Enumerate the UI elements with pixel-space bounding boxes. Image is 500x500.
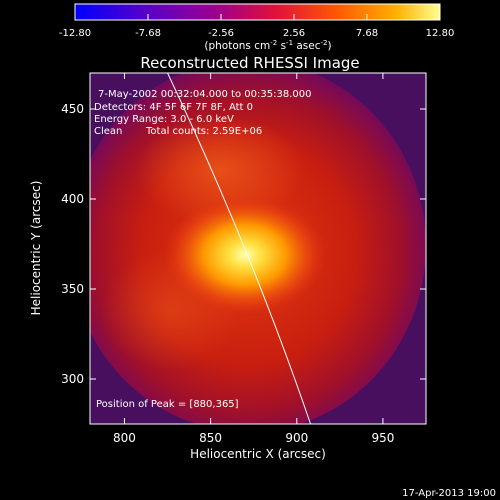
annotation-peak: Position of Peak = [880,365] bbox=[96, 399, 239, 410]
y-tick-label: 450 bbox=[61, 102, 84, 116]
colorbar-tick-label: 7.68 bbox=[356, 28, 378, 39]
colorbar-tick-label: 2.56 bbox=[283, 28, 305, 39]
colorbar-tick-label: 12.80 bbox=[426, 28, 455, 39]
x-axis-ticks: 800 850 900 950 bbox=[113, 73, 394, 445]
chart-title: Reconstructed RHESSI Image bbox=[140, 54, 359, 72]
y-tick-label: 350 bbox=[61, 282, 84, 296]
annotation-clean: Clean bbox=[94, 126, 122, 137]
plot-area bbox=[90, 73, 426, 424]
y-tick-label: 300 bbox=[61, 372, 84, 386]
emission-peak-core bbox=[163, 195, 327, 315]
y-axis-ticks: 300 350 400 450 bbox=[61, 102, 426, 386]
footer-timestamp: 17-Apr-2013 19:00 bbox=[402, 488, 496, 499]
x-axis-label: Heliocentric X (arcsec) bbox=[190, 447, 326, 461]
annotation-time: 7-May-2002 00:32:04.000 to 00:35:38.000 bbox=[98, 89, 311, 100]
colorbar-tick-label: -12.80 bbox=[59, 28, 91, 39]
annotation-detectors: Detectors: 4F 5F 6F 7F 8F, Att 0 bbox=[94, 102, 253, 113]
solar-limb-line bbox=[167, 73, 312, 424]
x-tick-label: 800 bbox=[113, 431, 136, 445]
annotations: 7-May-2002 00:32:04.000 to 00:35:38.000 … bbox=[94, 89, 311, 410]
colorbar-tick-label: -7.68 bbox=[135, 28, 161, 39]
x-tick-label: 850 bbox=[199, 431, 222, 445]
annotation-energy: Energy Range: 3.0 - 6.0 keV bbox=[94, 114, 234, 125]
colorbar-ticks: -12.80 -7.68 -2.56 2.56 7.68 12.80 bbox=[59, 14, 454, 39]
y-tick-label: 400 bbox=[61, 192, 84, 206]
colorbar-gradient bbox=[74, 3, 441, 21]
annotation-counts: Total counts: 2.59E+06 bbox=[145, 126, 262, 137]
colorbar-unit-label: (photons cm-2 s-1 asec-2) bbox=[204, 39, 331, 52]
x-tick-label: 900 bbox=[285, 431, 308, 445]
colorbar: -12.80 -7.68 -2.56 2.56 7.68 12.80 (photons c… bbox=[59, 3, 454, 52]
x-tick-label: 950 bbox=[371, 431, 394, 445]
plot-frame bbox=[89, 72, 427, 425]
y-axis-label: Heliocentric Y (arcsec) bbox=[29, 181, 43, 316]
colorbar-tick-label: -2.56 bbox=[208, 28, 234, 39]
